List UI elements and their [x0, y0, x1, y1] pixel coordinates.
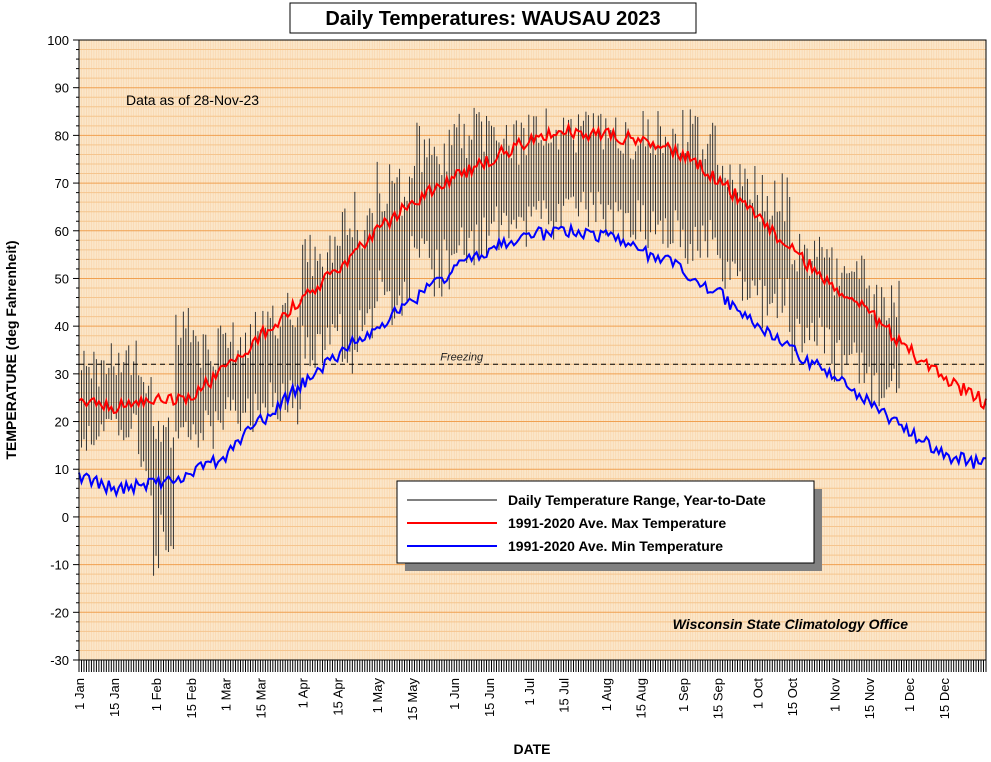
x-tick-label: 15 May: [405, 678, 420, 721]
plot-frame: [78, 39, 987, 661]
series-line-max: [78, 121, 987, 415]
y-tick-label: 60: [55, 224, 69, 239]
chart-title: Daily Temperatures: WAUSAU 2023: [325, 8, 660, 30]
y-tick-label: 10: [55, 462, 69, 477]
x-tick-label: 15 Apr: [330, 677, 345, 715]
legend-label-range: Daily Temperature Range, Year-to-Date: [508, 492, 766, 508]
credit-label: Wisconsin State Climatology Office: [673, 616, 909, 632]
x-tick-label: 15 Feb: [184, 678, 199, 718]
series-line-min: [78, 222, 987, 499]
x-tick-label: 1 Jun: [447, 678, 462, 710]
x-tick-label: 15 Oct: [785, 678, 800, 717]
y-tick-label: 30: [55, 367, 69, 382]
x-tick-label: 15 Jul: [557, 678, 572, 713]
y-tick-label: 80: [55, 128, 69, 143]
title-box: [289, 2, 697, 34]
x-tick-label: 1 Mar: [219, 677, 234, 711]
y-tick-label: -20: [50, 605, 69, 620]
x-tick-label: 1 Sep: [676, 678, 691, 712]
x-axis-label: DATE: [513, 741, 550, 757]
x-tick-label: 15 Dec: [937, 678, 952, 720]
legend-label-min: 1991-2020 Ave. Min Temperature: [508, 538, 723, 554]
data-as-of-note: Data as of 28-Nov-23: [126, 92, 259, 108]
y-tick-label: 100: [47, 33, 69, 48]
y-tick-label: -30: [50, 653, 69, 668]
x-tick-label: 15 Jan: [107, 678, 122, 717]
x-tick-label: 1 Jul: [522, 678, 537, 706]
y-tick-label: 90: [55, 81, 69, 96]
y-tick-label: 40: [55, 319, 69, 334]
x-axis: 1 Jan 15 Jan 1 Feb 15 Feb 1 Mar 15 Mar 1 Apr 15…: [72, 660, 987, 721]
x-tick-label: 15 Aug: [634, 678, 649, 719]
x-tick-label: 15 Sep: [711, 678, 726, 719]
x-tick-label: 1 Apr: [296, 677, 311, 708]
y-axis-label: TEMPERATURE (deg Fahrenheit): [3, 240, 19, 459]
y-tick-label: 70: [55, 176, 69, 191]
legend: Daily Temperature Range, Year-to-Date 19…: [396, 480, 822, 571]
x-tick-label: 1 Oct: [750, 678, 765, 709]
y-tick-label: 50: [55, 271, 69, 286]
x-tick-label: 1 Feb: [149, 678, 164, 711]
y-tick-label: 20: [55, 415, 69, 430]
y-tick-label: 0: [62, 510, 69, 525]
y-tick-label: -10: [50, 558, 69, 573]
daily-range-series: [78, 107, 900, 576]
x-tick-label: 1 Nov: [827, 678, 842, 712]
x-tick-label: 15 Jun: [482, 678, 497, 717]
x-tick-label: 15 Mar: [253, 677, 268, 718]
freezing-label: Freezing: [440, 351, 484, 363]
x-tick-label: 1 Aug: [599, 678, 614, 711]
x-tick-label: 1 Dec: [902, 678, 917, 712]
x-tick-label: 15 Nov: [862, 678, 877, 720]
x-tick-label: 1 Jan: [72, 678, 87, 710]
legend-label-max: 1991-2020 Ave. Max Temperature: [508, 515, 726, 531]
legend-box: [396, 480, 815, 564]
x-tick-label: 1 May: [370, 678, 385, 714]
